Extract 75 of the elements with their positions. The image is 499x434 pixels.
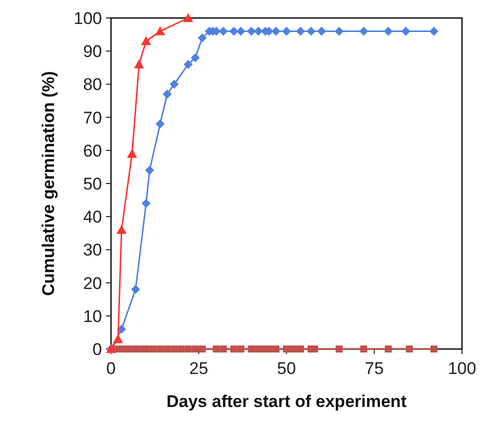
point <box>192 346 199 352</box>
y-tick-label: 10 <box>83 306 102 326</box>
point <box>131 284 140 294</box>
x-tick-label: 25 <box>189 359 208 378</box>
point <box>254 346 262 352</box>
point <box>141 36 152 46</box>
point <box>156 346 164 352</box>
point <box>155 26 166 36</box>
y-tick-label: 70 <box>83 108 102 128</box>
y-axis-title: Cumulative germination (%) <box>39 71 58 296</box>
point <box>271 26 280 36</box>
point <box>113 334 124 344</box>
y-tick-label: 80 <box>83 75 102 94</box>
point <box>184 346 192 352</box>
x-tick-label: 100 <box>448 359 476 378</box>
y-tick-label: 0 <box>92 340 102 359</box>
x-tick-label: 50 <box>277 359 296 378</box>
point <box>184 60 193 69</box>
point <box>334 26 344 36</box>
point <box>296 26 306 36</box>
point <box>336 346 343 352</box>
point <box>283 346 290 352</box>
y-tick-label: 100 <box>74 8 102 28</box>
point <box>384 346 392 352</box>
point <box>125 346 132 352</box>
point <box>282 26 291 36</box>
point <box>306 26 316 36</box>
point <box>236 26 246 36</box>
point <box>384 26 393 36</box>
point <box>218 26 228 36</box>
point <box>162 90 172 99</box>
point <box>297 346 304 352</box>
point <box>360 346 368 352</box>
point <box>401 26 410 36</box>
point <box>429 26 438 36</box>
point <box>134 59 144 68</box>
point <box>132 346 140 352</box>
point <box>170 80 179 89</box>
y-tick-label: 40 <box>83 208 102 227</box>
point <box>145 166 154 175</box>
point <box>164 346 171 352</box>
x-tick-label: 75 <box>364 359 384 378</box>
point <box>317 26 326 36</box>
point <box>430 346 438 352</box>
point <box>190 53 200 62</box>
point <box>127 148 138 158</box>
point <box>229 26 238 36</box>
y-tick-label: 20 <box>83 274 102 293</box>
point <box>272 346 280 352</box>
point <box>212 346 220 352</box>
point <box>150 346 157 352</box>
point <box>178 346 185 352</box>
point <box>359 26 368 36</box>
point <box>246 26 256 36</box>
point <box>183 13 194 22</box>
point <box>248 346 255 352</box>
point <box>118 346 126 352</box>
point <box>406 346 413 352</box>
point <box>254 26 263 36</box>
y-tick-label: 30 <box>83 240 102 260</box>
x-axis-title: Days after start of experiment <box>166 392 407 411</box>
point <box>198 33 207 42</box>
point <box>156 119 165 128</box>
point <box>170 346 178 352</box>
point <box>237 346 244 352</box>
point <box>230 346 238 352</box>
y-tick-label: 50 <box>83 174 102 194</box>
point <box>116 224 127 234</box>
point <box>142 198 151 208</box>
point <box>198 346 206 352</box>
point <box>220 346 227 352</box>
y-tick-label: 60 <box>83 141 102 160</box>
x-tick-label: 0 <box>106 359 116 378</box>
point <box>290 346 298 352</box>
y-tick-label: 90 <box>83 42 102 62</box>
